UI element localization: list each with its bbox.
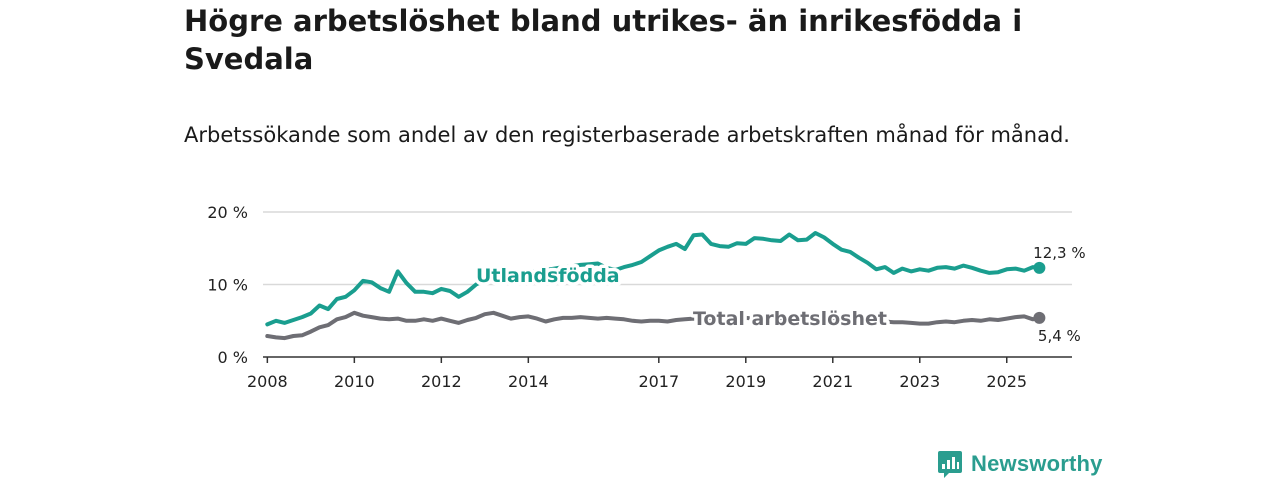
brand-name: Newsworthy [971,451,1103,476]
gridlines [263,211,1072,286]
series-label-utlandsfodda: Utlandsfödda [476,265,620,287]
chart-subtitle: Arbetssökande som andel av den registerb… [184,123,1070,147]
y-tick-label: 10 % [207,276,248,295]
series-label-total: Total arbetslöshet [693,308,887,330]
x-tick-label: 2010 [334,372,375,391]
end-value-label-utlandsfodda: 12,3 % [1033,244,1085,262]
newsworthy-logo-icon [938,451,962,478]
x-tick-label: 2017 [638,372,679,391]
x-axis-ticks: 2008 2010 2012 2014 2017 2019 2021 2023 2025 [247,357,1027,391]
y-axis-ticks: 0 % 10 % 20 % [207,203,248,367]
x-tick-label: 2012 [421,372,462,391]
x-tick-label: 2023 [899,372,940,391]
x-tick-label: 2025 [986,372,1027,391]
x-tick-label: 2019 [725,372,766,391]
brand-logo[interactable]: Newsworthy [937,448,1103,480]
x-tick-label: 2008 [247,372,288,391]
series-endpoint-total [1033,311,1046,324]
series-line-total [265,310,1042,341]
x-tick-label: 2014 [508,372,549,391]
x-tick-label: 2021 [812,372,853,391]
series-lines [265,231,1046,341]
series-endpoint-utlandsfodda [1033,261,1046,274]
end-value-label-total: 5,4 % [1038,327,1081,345]
series-labels: 12,3 % 5,4 % Utlandsfödda Total arbetslöshe… [473,244,1086,345]
chart-title: Högre arbetslöshet bland utrikes- än inr… [184,4,1023,76]
y-tick-label: 20 % [207,203,248,222]
y-tick-label: 0 % [218,348,248,367]
series-line-utlandsfodda [265,231,1042,327]
